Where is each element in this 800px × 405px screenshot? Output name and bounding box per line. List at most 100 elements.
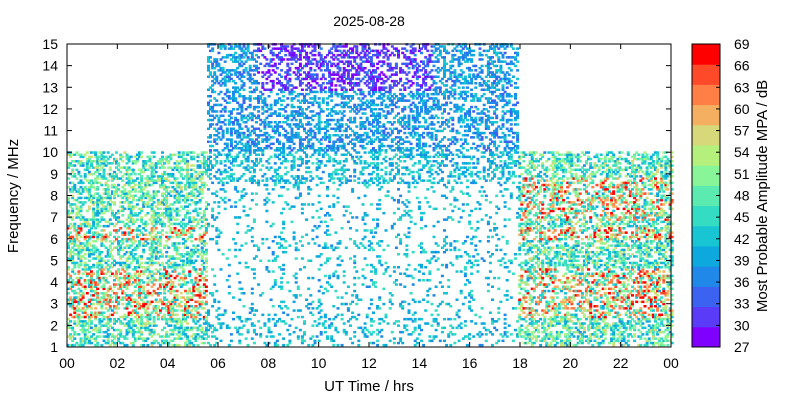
data-point <box>100 263 104 267</box>
data-point <box>286 140 290 143</box>
data-point <box>198 305 202 308</box>
data-point <box>323 134 327 137</box>
data-point <box>85 222 89 226</box>
data-point <box>300 144 304 148</box>
data-point <box>177 151 181 154</box>
data-point <box>271 79 275 83</box>
data-point <box>171 333 175 336</box>
data-point <box>188 298 192 301</box>
data-point <box>246 97 250 100</box>
data-point <box>83 311 87 314</box>
data-point <box>115 177 118 180</box>
data-point <box>169 218 173 221</box>
data-point <box>98 311 102 314</box>
data-point <box>286 86 290 89</box>
data-point <box>315 82 319 85</box>
data-point <box>211 108 215 111</box>
data-point <box>338 92 342 96</box>
data-point <box>213 60 217 63</box>
data-point <box>282 250 286 254</box>
data-point <box>129 190 133 193</box>
data-point <box>227 177 231 180</box>
data-point <box>123 317 127 321</box>
data-point <box>121 292 125 295</box>
data-point <box>280 99 284 102</box>
data-point <box>313 97 317 100</box>
data-point <box>221 134 225 137</box>
data-point <box>192 183 196 187</box>
data-point <box>81 242 85 245</box>
data-point <box>171 168 175 172</box>
data-point <box>234 56 238 59</box>
data-point <box>232 99 235 102</box>
data-point <box>85 322 89 325</box>
data-point <box>225 181 229 185</box>
data-point <box>250 125 254 128</box>
data-point <box>292 58 296 61</box>
data-point <box>133 305 137 308</box>
data-point <box>169 313 173 317</box>
data-point <box>269 73 273 76</box>
data-point <box>184 289 187 293</box>
data-point <box>240 175 244 178</box>
data-point <box>209 151 212 154</box>
data-point <box>158 300 162 304</box>
data-point <box>202 185 206 189</box>
data-point <box>330 175 334 178</box>
data-point <box>71 224 75 228</box>
data-point <box>71 328 75 332</box>
data-point <box>294 77 298 81</box>
data-point <box>144 240 148 243</box>
data-point <box>81 246 85 249</box>
data-point <box>328 172 332 176</box>
data-point <box>188 257 192 260</box>
data-point <box>173 320 177 323</box>
data-point <box>71 335 75 338</box>
data-point <box>252 179 256 182</box>
data-point <box>255 97 258 100</box>
data-point <box>102 237 106 241</box>
data-point <box>255 53 258 57</box>
data-point <box>94 211 98 215</box>
data-point <box>344 134 348 137</box>
data-point <box>165 160 169 163</box>
data-point <box>280 175 284 178</box>
data-point <box>269 125 273 128</box>
data-point <box>181 315 185 319</box>
data-point <box>138 198 141 202</box>
data-point <box>273 175 277 178</box>
data-point <box>326 62 329 66</box>
data-point <box>75 151 79 154</box>
data-point <box>292 110 296 113</box>
data-point <box>227 153 231 156</box>
data-point <box>207 222 210 226</box>
data-point <box>244 147 248 150</box>
data-point <box>85 244 89 247</box>
data-point <box>259 259 263 262</box>
data-point <box>163 162 167 165</box>
data-point <box>81 315 85 319</box>
data-point <box>236 134 240 137</box>
data-point <box>250 53 254 57</box>
data-point <box>319 53 323 57</box>
data-point <box>326 246 329 249</box>
data-point <box>317 103 321 107</box>
data-point <box>311 136 315 139</box>
data-point <box>300 142 304 146</box>
data-point <box>77 296 81 299</box>
data-point <box>221 170 225 174</box>
data-point <box>148 253 152 256</box>
data-point <box>338 125 342 128</box>
data-point <box>192 253 196 256</box>
data-point <box>96 255 100 258</box>
data-point <box>110 211 114 215</box>
data-point <box>119 155 123 159</box>
data-point <box>169 266 173 269</box>
data-point <box>94 166 98 169</box>
data-point <box>294 123 298 126</box>
data-point <box>96 211 100 215</box>
data-point <box>79 218 83 221</box>
data-point <box>129 216 133 219</box>
data-point <box>142 222 146 226</box>
data-point <box>223 45 227 48</box>
